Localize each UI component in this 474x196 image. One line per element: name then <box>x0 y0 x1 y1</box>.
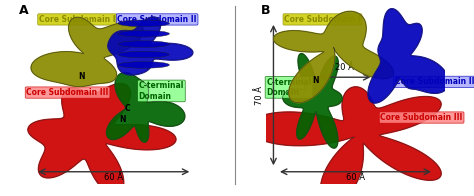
Text: Core Subdomain III: Core Subdomain III <box>381 113 463 122</box>
Ellipse shape <box>118 20 169 27</box>
Ellipse shape <box>118 41 169 47</box>
Text: Core Subdomain III: Core Subdomain III <box>27 88 109 97</box>
Text: Core Subdomain I: Core Subdomain I <box>284 15 361 24</box>
Text: Core Subdomain I: Core Subdomain I <box>39 15 116 24</box>
Text: Core Subdomain II: Core Subdomain II <box>118 15 197 24</box>
Text: N: N <box>78 72 84 81</box>
Text: 70 Å: 70 Å <box>255 86 264 104</box>
Text: 60 Å: 60 Å <box>104 173 123 182</box>
Polygon shape <box>107 73 185 142</box>
Polygon shape <box>28 83 176 195</box>
Text: 20 Å: 20 Å <box>336 63 354 72</box>
Text: 60 Å: 60 Å <box>346 173 365 182</box>
Ellipse shape <box>118 62 169 68</box>
Text: Core Subdomain II: Core Subdomain II <box>395 77 474 86</box>
Polygon shape <box>368 9 449 103</box>
Polygon shape <box>283 54 342 148</box>
Text: C-terminal
Domain: C-terminal Domain <box>266 78 312 97</box>
Text: C: C <box>125 104 130 113</box>
Text: A: A <box>19 4 29 17</box>
Polygon shape <box>273 11 393 103</box>
Ellipse shape <box>118 51 169 58</box>
Text: N: N <box>119 115 126 124</box>
Polygon shape <box>108 17 193 75</box>
Ellipse shape <box>118 30 169 37</box>
Text: B: B <box>261 4 271 17</box>
Text: C-terminal
Domain: C-terminal Domain <box>139 81 184 101</box>
Text: N: N <box>313 76 319 85</box>
Polygon shape <box>248 87 441 196</box>
Polygon shape <box>31 17 143 87</box>
